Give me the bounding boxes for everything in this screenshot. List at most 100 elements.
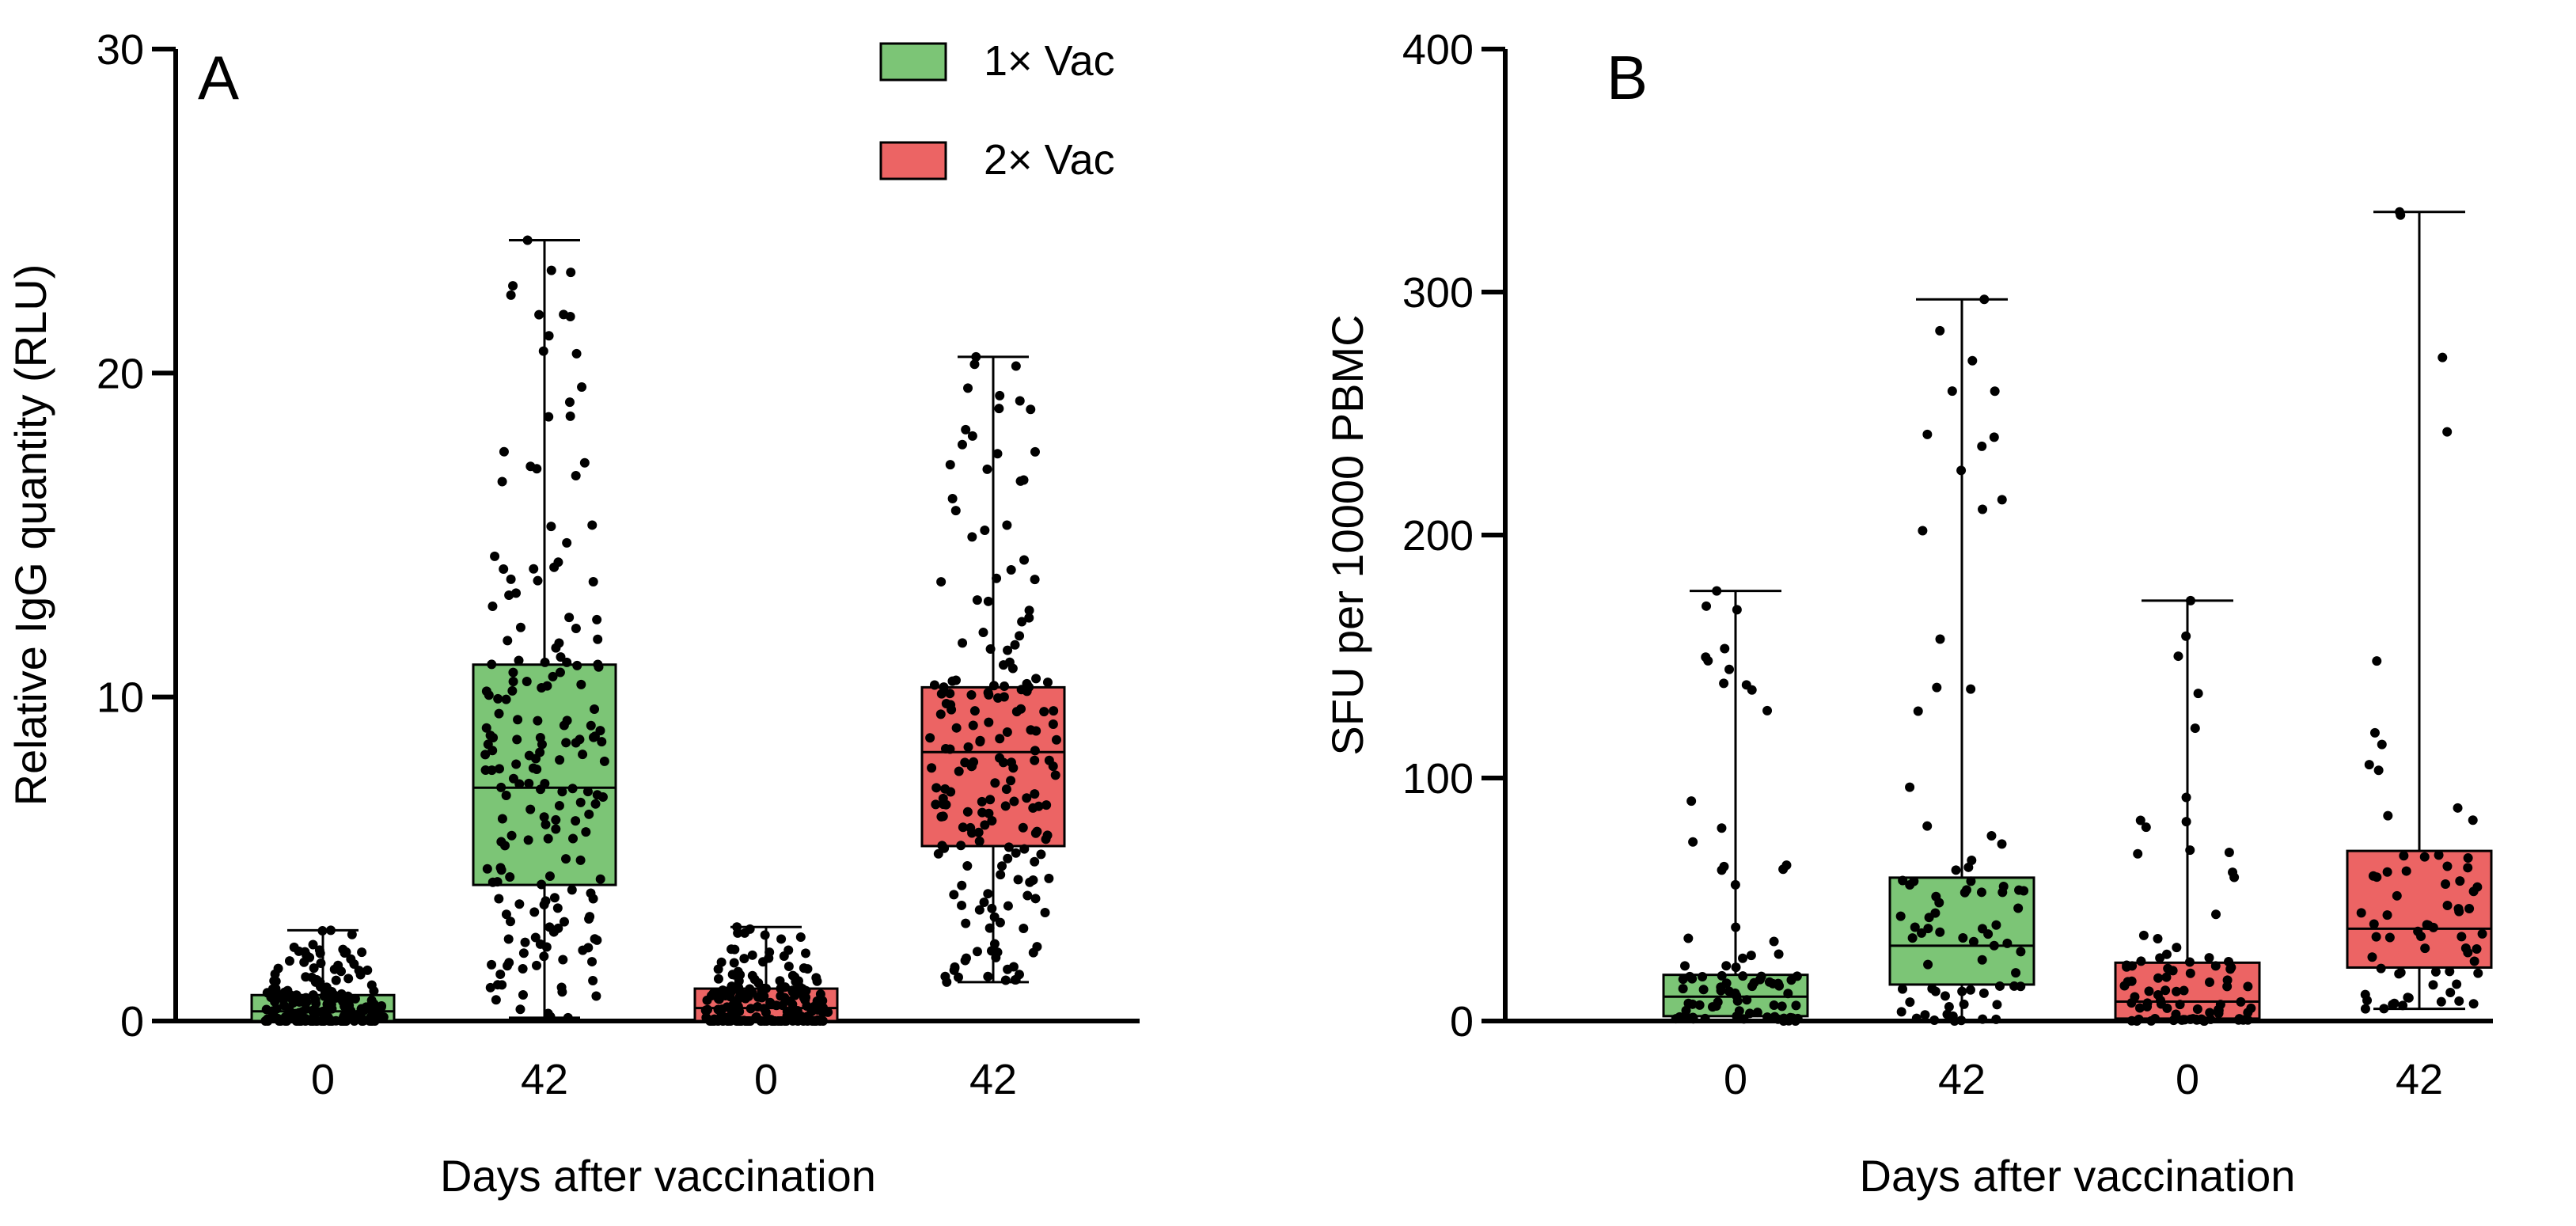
data-point <box>973 827 984 837</box>
data-point <box>1000 801 1011 811</box>
data-point <box>480 750 491 760</box>
data-point <box>1000 975 1011 985</box>
data-point <box>370 1010 381 1020</box>
data-point <box>1922 821 1933 831</box>
data-point <box>501 909 511 920</box>
data-point <box>2399 851 2409 861</box>
data-point <box>2468 815 2478 826</box>
data-point <box>533 575 543 586</box>
data-point <box>523 835 533 845</box>
data-point <box>1976 887 1986 898</box>
data-point <box>270 969 280 979</box>
data-point <box>1001 784 1011 795</box>
data-point <box>1028 803 1038 813</box>
data-point <box>572 660 582 670</box>
data-point <box>2472 943 2482 954</box>
data-point <box>812 976 822 986</box>
data-point <box>967 532 977 542</box>
data-point <box>308 939 318 950</box>
data-point <box>316 958 326 968</box>
data-point <box>1036 849 1046 860</box>
data-point <box>1992 1000 2002 1010</box>
data-point <box>324 1016 335 1026</box>
data-point <box>802 964 813 974</box>
data-point <box>518 990 528 1000</box>
data-point <box>350 993 360 1004</box>
data-point <box>1702 601 1712 611</box>
data-point <box>1930 986 1941 996</box>
data-point <box>2205 977 2215 987</box>
data-point <box>2153 933 2163 943</box>
data-point <box>1024 613 1034 623</box>
data-point <box>358 1016 368 1026</box>
data-point <box>1003 645 1013 655</box>
data-point <box>1977 955 1987 965</box>
data-point <box>2123 977 2133 987</box>
data-point <box>2185 845 2195 856</box>
data-point <box>739 954 749 964</box>
data-point <box>1777 1001 1787 1012</box>
data-point <box>558 955 568 965</box>
data-point <box>551 824 561 834</box>
data-point <box>987 815 997 826</box>
data-point <box>566 268 576 278</box>
data-point <box>587 520 598 530</box>
data-point <box>592 614 602 624</box>
data-point <box>2396 210 2406 220</box>
data-point <box>756 1016 766 1026</box>
data-point <box>2181 792 2191 803</box>
data-point <box>487 959 497 970</box>
data-point <box>990 778 1000 788</box>
data-point <box>936 689 947 699</box>
data-point <box>761 983 772 993</box>
data-point <box>2356 908 2366 918</box>
data-point <box>1724 664 1735 674</box>
data-point <box>997 861 1007 871</box>
data-point <box>2161 949 2172 959</box>
data-point <box>591 991 601 1001</box>
data-point <box>1930 908 1941 918</box>
data-point <box>949 890 959 900</box>
data-point <box>292 993 302 1004</box>
data-point <box>1049 706 1059 716</box>
x-tick-label: 0 <box>2176 1056 2199 1103</box>
data-point <box>1683 933 1694 943</box>
data-point <box>487 765 497 776</box>
data-point <box>772 1000 782 1011</box>
x-tick-label: 0 <box>754 1056 778 1103</box>
data-point <box>2136 956 2146 966</box>
data-point <box>2184 957 2195 967</box>
data-point <box>1738 953 1748 963</box>
data-point <box>966 690 977 700</box>
data-point <box>575 797 586 807</box>
data-point <box>936 577 947 587</box>
data-point <box>551 814 561 825</box>
data-point <box>781 1016 791 1026</box>
data-point <box>586 720 596 731</box>
data-point <box>1002 520 1012 530</box>
data-point <box>1978 1014 1988 1024</box>
data-point <box>559 720 569 731</box>
data-point <box>484 690 494 700</box>
data-point <box>588 894 598 904</box>
data-point <box>939 843 950 853</box>
data-point <box>1013 875 1023 885</box>
y-axis-title: SFU per 10000 PBMC <box>1322 314 1372 755</box>
box-group <box>250 925 396 1026</box>
data-point <box>2142 998 2153 1008</box>
data-point <box>713 964 723 974</box>
data-point <box>1019 555 1030 565</box>
data-point <box>983 596 993 606</box>
data-point <box>1990 386 2000 397</box>
data-point <box>541 819 551 829</box>
data-point <box>2144 986 2154 996</box>
data-point <box>582 787 593 797</box>
data-point <box>1922 429 1933 439</box>
data-point <box>1791 1000 1801 1011</box>
data-point <box>972 595 982 605</box>
data-point <box>556 652 566 662</box>
data-point <box>1000 681 1010 691</box>
data-point <box>556 982 567 993</box>
data-point <box>2009 981 2020 991</box>
data-point <box>1028 947 1038 958</box>
